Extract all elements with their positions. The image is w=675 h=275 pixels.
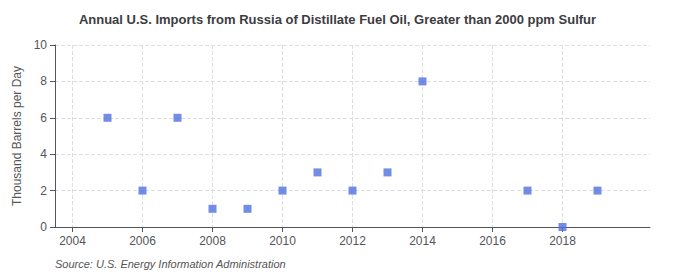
- svg-text:2004: 2004: [59, 234, 86, 248]
- svg-text:Thousand Barrels per Day: Thousand Barrels per Day: [10, 66, 24, 206]
- svg-text:2008: 2008: [199, 234, 226, 248]
- svg-text:8: 8: [40, 74, 47, 88]
- svg-text:Source: U.S. Energy Informatio: Source: U.S. Energy Information Administ…: [55, 258, 286, 270]
- svg-text:2006: 2006: [129, 234, 156, 248]
- svg-text:2016: 2016: [479, 234, 506, 248]
- svg-text:2010: 2010: [269, 234, 296, 248]
- svg-text:4: 4: [40, 147, 47, 161]
- svg-text:0: 0: [40, 220, 47, 234]
- svg-text:Annual U.S. Imports from Russi: Annual U.S. Imports from Russia of Disti…: [79, 12, 596, 27]
- svg-text:2014: 2014: [409, 234, 436, 248]
- svg-text:2012: 2012: [339, 234, 366, 248]
- svg-text:2: 2: [40, 184, 47, 198]
- svg-text:2018: 2018: [549, 234, 576, 248]
- svg-text:6: 6: [40, 111, 47, 125]
- svg-text:10: 10: [34, 38, 48, 52]
